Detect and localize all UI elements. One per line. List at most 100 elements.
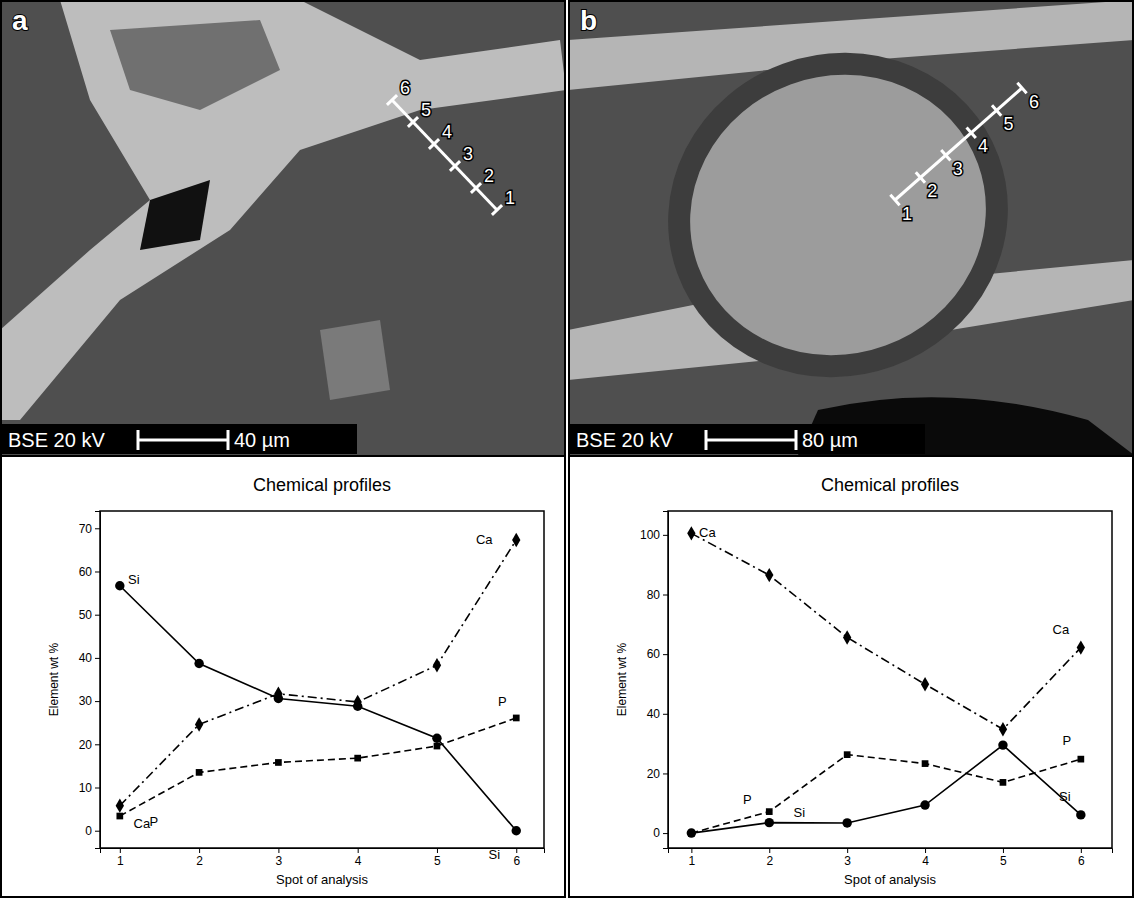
y-tick: 70	[79, 522, 100, 536]
series-label: Ca	[476, 532, 493, 547]
plot-frame	[668, 511, 1112, 848]
profile-tick	[429, 139, 439, 149]
scale-bar-end	[227, 430, 230, 450]
panel-letter: a	[12, 5, 28, 36]
y-tick: 80	[647, 588, 668, 602]
y-tick-label: 70	[79, 522, 93, 536]
series-label: P	[743, 792, 752, 807]
series-label: Si	[1059, 789, 1071, 804]
chart: Chemical profiles123456010203040506070Sp…	[47, 475, 545, 887]
image-panel: 123456aBSE 20 kV40 µm	[0, 0, 566, 455]
series-marker	[354, 755, 361, 762]
series-line	[691, 745, 1080, 833]
profile-tick	[387, 95, 397, 105]
series-marker	[999, 722, 1007, 736]
y-tick: 60	[647, 647, 668, 661]
series-marker	[196, 769, 203, 776]
spot-label: 5	[421, 100, 431, 120]
y-tick: 10	[79, 781, 100, 795]
series-marker	[434, 743, 441, 750]
detector-label: BSE 20 kV	[576, 429, 673, 451]
x-axis: 123456	[669, 848, 1113, 868]
x-tick-label: 1	[117, 854, 124, 868]
y-tick-label: 80	[647, 588, 661, 602]
x-tick: 4	[922, 848, 929, 868]
y-tick-label: 30	[79, 694, 93, 708]
series-marker	[998, 740, 1007, 749]
y-tick-label: 60	[647, 647, 661, 661]
x-tick: 5	[434, 848, 441, 868]
figure: 123456aBSE 20 kV40 µm123456bBSE 20 kV80 …	[0, 0, 1135, 898]
y-axis-title: Element wt %	[615, 642, 629, 716]
spot-label: 2	[484, 166, 494, 186]
series-marker	[1076, 810, 1085, 819]
series-label: P	[1063, 733, 1072, 748]
profile-tick	[890, 195, 899, 206]
series-marker	[194, 659, 203, 668]
series-label: Ca	[1053, 622, 1070, 637]
series-line	[120, 718, 516, 816]
chart-title: Chemical profiles	[821, 475, 959, 495]
y-tick-label: 0	[653, 826, 660, 840]
series-label: Si	[793, 805, 805, 820]
x-tick: 3	[844, 848, 851, 868]
series-marker	[116, 798, 124, 812]
x-tick-label: 2	[766, 854, 773, 868]
x-tick-label: 6	[513, 854, 520, 868]
chart: Chemical profiles123456020406080100Spot …	[615, 475, 1113, 887]
image-grain	[110, 20, 280, 110]
profile-line	[392, 100, 497, 210]
profile-tick	[916, 172, 925, 183]
chart-title: Chemical profiles	[253, 475, 391, 495]
y-tick: 0	[85, 824, 100, 838]
series-marker	[687, 526, 695, 540]
spot-label: 3	[953, 159, 963, 179]
spot-label: 2	[927, 181, 937, 201]
image-panel: 123456bBSE 20 kV80 µm	[568, 0, 1134, 455]
x-tick: 4	[355, 848, 362, 868]
panel-border	[569, 1, 1133, 897]
series-marker	[116, 813, 123, 820]
x-tick-label: 5	[1000, 854, 1007, 868]
x-tick: 1	[117, 848, 124, 868]
series-marker	[688, 830, 695, 837]
series-line	[691, 533, 1080, 729]
series-marker	[275, 759, 282, 766]
x-tick-label: 4	[922, 854, 929, 868]
y-tick: 0	[653, 826, 668, 840]
profile-tick	[941, 150, 950, 161]
y-tick-label: 100	[640, 528, 660, 542]
spot-label: 5	[1003, 114, 1013, 134]
scale-label: 80 µm	[802, 429, 858, 451]
x-axis-line	[669, 849, 1113, 854]
series-label: P	[498, 694, 507, 709]
x-tick: 2	[766, 848, 773, 868]
marks	[115, 533, 521, 836]
panel-divider	[0, 455, 566, 457]
profile-tick	[967, 128, 976, 139]
y-tick: 100	[640, 528, 668, 542]
y-tick-label: 60	[79, 565, 93, 579]
series-line	[691, 755, 1080, 833]
marks	[687, 526, 1086, 838]
y-tick-label: 10	[79, 781, 93, 795]
profile-tick	[492, 205, 502, 215]
y-axis: 010203040506070	[79, 512, 101, 849]
scale-bar	[706, 439, 796, 442]
series-line	[120, 540, 516, 806]
image-background	[0, 0, 566, 455]
y-axis-title: Element wt %	[47, 642, 61, 716]
series-marker	[843, 630, 851, 644]
series-marker	[195, 717, 203, 731]
series-marker	[922, 760, 929, 767]
series-marker	[512, 533, 520, 547]
panel-letter: b	[580, 5, 597, 36]
series-marker	[1077, 756, 1084, 763]
x-axis-title: Spot of analysis	[844, 872, 936, 887]
series-marker	[274, 687, 282, 701]
y-tick-label: 0	[85, 824, 92, 838]
series-label: Ca	[134, 816, 151, 831]
y-tick-label: 20	[647, 767, 661, 781]
profile-line	[895, 88, 1022, 200]
x-axis-title: Spot of analysis	[276, 872, 368, 887]
